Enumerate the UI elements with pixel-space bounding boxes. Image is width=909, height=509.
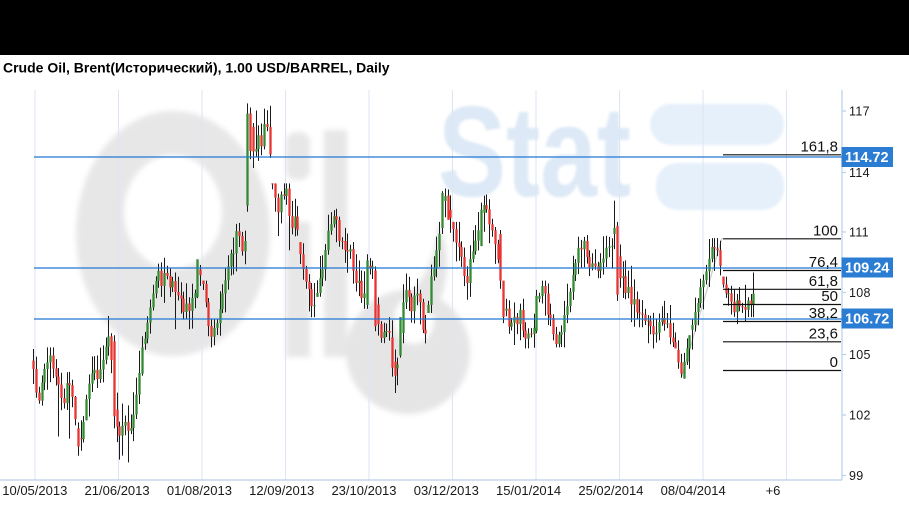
- svg-text:25/02/2014: 25/02/2014: [578, 483, 643, 498]
- svg-text:+6: +6: [766, 483, 781, 498]
- svg-text:0: 0: [830, 354, 838, 371]
- svg-text:50: 50: [821, 288, 838, 305]
- svg-text:38,2: 38,2: [809, 305, 838, 322]
- svg-text:111: 111: [849, 226, 869, 240]
- svg-text:99: 99: [849, 469, 864, 483]
- svg-text:08/04/2014: 08/04/2014: [661, 483, 726, 498]
- svg-text:102: 102: [849, 409, 871, 423]
- svg-text:114: 114: [849, 166, 870, 180]
- svg-text:03/12/2013: 03/12/2013: [414, 483, 479, 498]
- svg-text:108: 108: [849, 286, 871, 300]
- svg-text:100: 100: [813, 222, 838, 239]
- svg-text:117: 117: [849, 105, 870, 119]
- svg-text:61,8: 61,8: [809, 273, 838, 290]
- svg-text:109.24: 109.24: [845, 261, 889, 277]
- svg-text:Stat: Stat: [438, 80, 631, 224]
- svg-text:01/08/2013: 01/08/2013: [167, 483, 232, 498]
- svg-text:114.72: 114.72: [845, 150, 889, 166]
- svg-text:23/10/2013: 23/10/2013: [331, 483, 396, 498]
- svg-text:161,8: 161,8: [800, 138, 838, 155]
- svg-text:Crude Oil, Brent(Исторический): Crude Oil, Brent(Исторический), 1.00 USD…: [3, 60, 390, 76]
- svg-text:10/05/2013: 10/05/2013: [2, 483, 67, 498]
- svg-text:106.72: 106.72: [845, 312, 889, 328]
- svg-text:23,6: 23,6: [809, 325, 838, 342]
- svg-text:105: 105: [849, 348, 871, 362]
- svg-text:15/01/2014: 15/01/2014: [496, 483, 561, 498]
- svg-text:12/09/2013: 12/09/2013: [249, 483, 314, 498]
- svg-text:21/06/2013: 21/06/2013: [85, 483, 150, 498]
- svg-text:76,4: 76,4: [809, 254, 838, 271]
